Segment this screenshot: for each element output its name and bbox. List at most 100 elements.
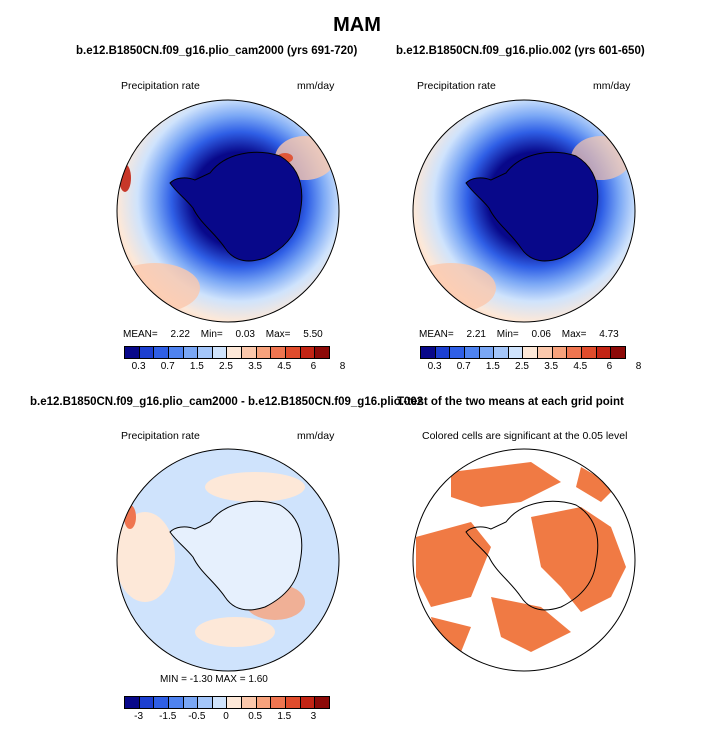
colorbar-swatch — [242, 697, 257, 708]
colorbar-ticks-top-right: 0.3 0.7 1.5 2.5 3.5 4.5 6 8 — [420, 361, 642, 373]
colorbar-top-left — [124, 346, 330, 359]
colorbar-swatch — [538, 347, 553, 358]
colorbar-tick-label: 0 — [223, 711, 229, 722]
colorbar-swatch — [256, 347, 272, 358]
panel-title-top-left: b.e12.B1850CN.f09_g16.plio_cam2000 (yrs … — [76, 45, 358, 57]
colorbar-swatch — [212, 697, 228, 708]
colorbar-swatch — [552, 347, 568, 358]
polar-map-top-right — [412, 99, 636, 323]
colorbar-swatch — [242, 347, 257, 358]
colorbar-tick-label: 6 — [606, 361, 613, 372]
colorbar-swatch — [286, 697, 301, 708]
max-label: Max= — [265, 329, 291, 340]
colorbar-swatch — [286, 347, 301, 358]
colorbar-swatch — [494, 347, 509, 358]
colorbar-top-right — [420, 346, 626, 359]
mean-label: MEAN= — [419, 329, 454, 340]
colorbar-swatch — [154, 697, 169, 708]
colorbar-tick-label: 3.5 — [544, 361, 559, 372]
colorbar-swatch — [125, 697, 140, 708]
stats-top-left: MEAN= 2.22 Min= 0.03 Max= 5.50 — [123, 329, 323, 340]
colorbar-swatch — [183, 697, 199, 708]
colorbar-swatch — [183, 347, 199, 358]
colorbar-swatch — [479, 347, 495, 358]
colorbar-swatch — [139, 347, 155, 358]
colorbar-swatch — [611, 347, 625, 358]
colorbar-swatch — [300, 347, 316, 358]
colorbar-swatch — [567, 347, 583, 358]
colorbar-swatch — [300, 697, 316, 708]
colorbar-swatch — [271, 347, 287, 358]
min-label: Min= — [200, 329, 223, 340]
colorbar-swatch — [212, 347, 228, 358]
colorbar-swatch — [450, 347, 465, 358]
colorbar-tick-label: 1.5 — [189, 361, 204, 372]
colorbar-ticks-top-left: 0.3 0.7 1.5 2.5 3.5 4.5 6 8 — [124, 361, 346, 373]
colorbar-swatch — [582, 347, 597, 358]
colorbar-tick-label: 8 — [635, 361, 642, 372]
colorbar-swatch — [508, 347, 524, 358]
colorbar-tick-label: 6 — [310, 361, 317, 372]
colorbar-tick-label: 0.7 — [160, 361, 175, 372]
polar-map-bottom-left — [116, 448, 340, 672]
min-label: Min= — [496, 329, 519, 340]
colorbar-swatch — [271, 697, 287, 708]
colorbar-tick-label: 3 — [310, 711, 317, 722]
colorbar-swatch — [227, 697, 243, 708]
colorbar-swatch — [315, 697, 329, 708]
max-label: Max= — [561, 329, 587, 340]
minmax-bottom-left: MIN = -1.30 MAX = 1.60 — [160, 674, 268, 685]
colorbar-swatch — [125, 347, 140, 358]
figure-title: MAM — [333, 14, 381, 36]
colorbar-swatch — [198, 697, 213, 708]
max-value: 5.50 — [303, 329, 323, 340]
colorbar-swatch — [596, 347, 612, 358]
colorbar-tick-label: 1.5 — [277, 711, 292, 722]
colorbar-swatch — [227, 347, 243, 358]
colorbar-tick-label: 2.5 — [219, 361, 233, 372]
min-value: 0.06 — [531, 329, 551, 340]
colorbar-tick-label: -3 — [134, 711, 144, 722]
colorbar-tick-label: 0.7 — [456, 361, 471, 372]
panel-title-bottom-right: T-test of the two means at each grid poi… — [397, 396, 624, 408]
units-label-top-right: mm/day — [593, 80, 631, 92]
colorbar-tick-label: 1.5 — [485, 361, 500, 372]
colorbar-swatch — [154, 347, 169, 358]
polar-map-bottom-right — [412, 448, 636, 672]
colorbar-tick-label: 2.5 — [515, 361, 529, 372]
significance-note: Colored cells are significant at the 0.0… — [422, 430, 628, 442]
colorbar-swatch — [256, 697, 272, 708]
units-label-top-left: mm/day — [297, 80, 335, 92]
panel-title-top-right: b.e12.B1850CN.f09_g16.plio.002 (yrs 601-… — [396, 45, 645, 57]
colorbar-tick-label: -1.5 — [159, 711, 177, 722]
colorbar-tick-label: 0.3 — [131, 361, 146, 372]
colorbar-swatch — [168, 347, 184, 358]
min-value: 0.03 — [235, 329, 255, 340]
colorbar-ticks-bottom-left: -3 -1.5 -0.5 0 0.5 1.5 3 — [124, 711, 330, 723]
colorbar-tick-label: 0.3 — [427, 361, 442, 372]
stats-top-right: MEAN= 2.21 Min= 0.06 Max= 4.73 — [419, 329, 619, 340]
colorbar-tick-label: -0.5 — [188, 711, 206, 722]
colorbar-swatch — [421, 347, 436, 358]
mean-value: 2.21 — [466, 329, 486, 340]
colorbar-swatch — [523, 347, 539, 358]
colorbar-swatch — [198, 347, 213, 358]
colorbar-swatch — [435, 347, 451, 358]
colorbar-tick-label: 8 — [339, 361, 346, 372]
max-value: 4.73 — [599, 329, 619, 340]
panel-title-bottom-left: b.e12.B1850CN.f09_g16.plio_cam2000 - b.e… — [30, 396, 424, 408]
colorbar-tick-label: 4.5 — [277, 361, 292, 372]
mean-label: MEAN= — [123, 329, 158, 340]
colorbar-bottom-left — [124, 696, 330, 709]
variable-label-top-left: Precipitation rate — [121, 80, 200, 92]
colorbar-tick-label: 3.5 — [248, 361, 263, 372]
colorbar-tick-label: 4.5 — [573, 361, 588, 372]
colorbar-swatch — [464, 347, 480, 358]
colorbar-swatch — [139, 697, 155, 708]
colorbar-tick-label: 0.5 — [248, 711, 263, 722]
variable-label-top-right: Precipitation rate — [417, 80, 496, 92]
mean-value: 2.22 — [170, 329, 190, 340]
colorbar-swatch — [168, 697, 184, 708]
polar-map-top-left — [116, 99, 340, 323]
colorbar-swatch — [315, 347, 329, 358]
